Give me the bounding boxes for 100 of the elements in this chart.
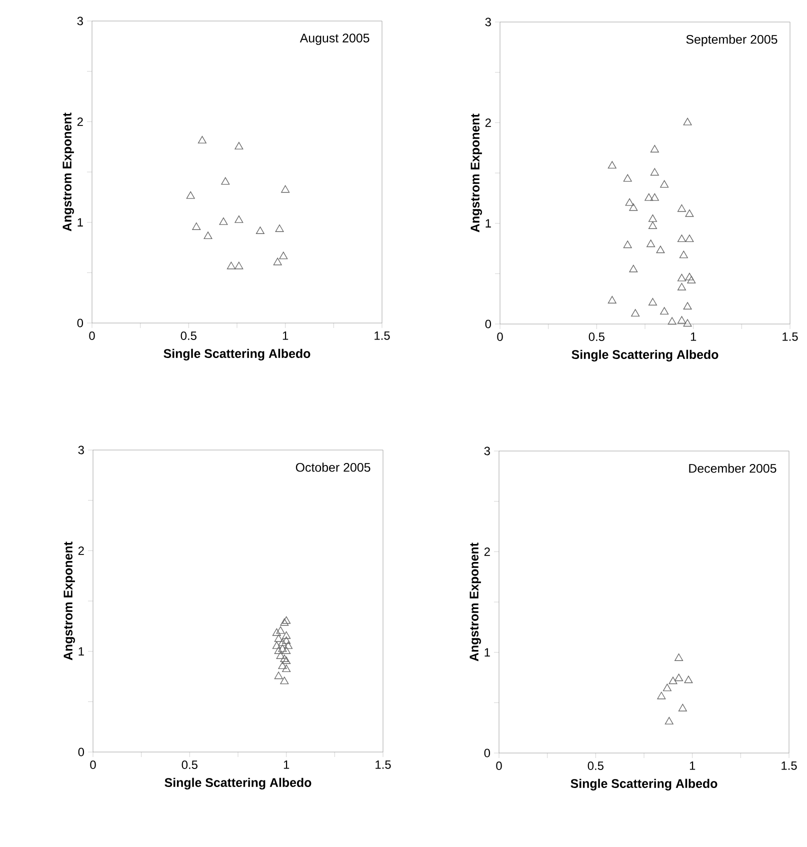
point [660,180,669,188]
y-tick-label: 2 [78,546,84,555]
point [677,274,686,282]
x-tick-label: 0.5 [588,332,604,341]
point [685,234,694,242]
x-tick-label: 0 [497,332,503,341]
y-tick-label: 0 [77,318,84,328]
point [279,252,288,260]
point [623,174,632,182]
point [677,282,686,290]
x-axis-title: Single Scattering Albedo [572,350,718,362]
point [278,644,287,652]
point [685,209,694,217]
point [273,258,282,266]
point [234,142,244,150]
y-tick-label: 2 [485,118,491,127]
y-axis-title: Angstrom Exponent [470,542,481,662]
point [186,191,195,199]
x-tick-label: 1.5 [782,332,798,341]
y-tick-label: 1 [78,647,84,656]
point [198,136,206,144]
point [276,626,285,634]
x-tick-label: 1.5 [374,332,390,340]
x-tick-label: 0.5 [180,332,196,340]
y-tick-label: 3 [77,16,83,26]
point [684,676,693,684]
point [282,646,291,654]
y-tick-label: 1 [484,648,490,656]
point [677,204,686,212]
point [683,118,692,126]
point [662,684,672,692]
x-tick-label: 0 [496,762,502,770]
x-tick-label: 1 [282,332,288,340]
point [281,185,290,193]
point [280,654,289,662]
point [204,232,212,240]
point [629,203,638,211]
point [282,636,291,644]
point [646,240,656,248]
x-tick-label: 1 [690,332,696,341]
point [234,215,244,223]
y-tick-label: 3 [78,446,84,454]
point [657,692,666,700]
point [687,276,696,284]
point [280,676,289,684]
point [677,316,686,324]
y-tick-label: 0 [78,748,84,756]
point [282,631,291,639]
text: December 2005 [689,464,776,473]
x-tick-label: 0 [90,760,96,769]
point [623,240,632,248]
point [274,646,283,654]
point [256,226,264,234]
point [674,654,684,661]
point [631,309,640,317]
point [608,296,616,304]
x-tick-label: 1 [690,762,696,770]
x-tick-label: 0.5 [182,760,198,769]
y-tick-label: 1 [486,219,491,228]
point [282,656,291,664]
y-tick-label: 0 [484,748,490,758]
point [656,246,665,254]
point [674,674,684,682]
point [284,641,293,649]
point [650,168,659,176]
point [678,704,687,712]
y-tick-label: 2 [77,118,83,126]
point [234,262,244,270]
x-tick-label: 1.5 [782,762,797,770]
point [625,198,634,206]
point [274,672,283,680]
point [650,193,659,201]
point [272,628,281,636]
point [683,302,692,310]
x-tick-label: 1 [284,760,290,769]
point [282,664,291,672]
point [664,716,674,724]
y-tick-label: 1 [78,218,83,226]
x-tick-label: 0 [89,332,95,340]
point [272,641,281,649]
point [648,214,657,222]
point [221,177,230,185]
point [280,618,289,626]
y-tick-label: 3 [484,446,490,456]
y-axis-title: Angstrom Exponent [470,114,482,232]
point [660,307,669,315]
point [683,319,692,327]
x-tick-label: 0.5 [588,762,604,770]
point [629,264,638,272]
point [276,652,285,659]
point [679,250,688,258]
y-axis-title: Angstrom Exponent [64,542,75,660]
y-tick-label: 0 [485,320,492,328]
point [219,217,228,225]
point [278,662,287,670]
point [226,262,236,270]
point [668,676,678,684]
point [275,224,284,232]
point [650,145,659,152]
point [278,638,287,646]
